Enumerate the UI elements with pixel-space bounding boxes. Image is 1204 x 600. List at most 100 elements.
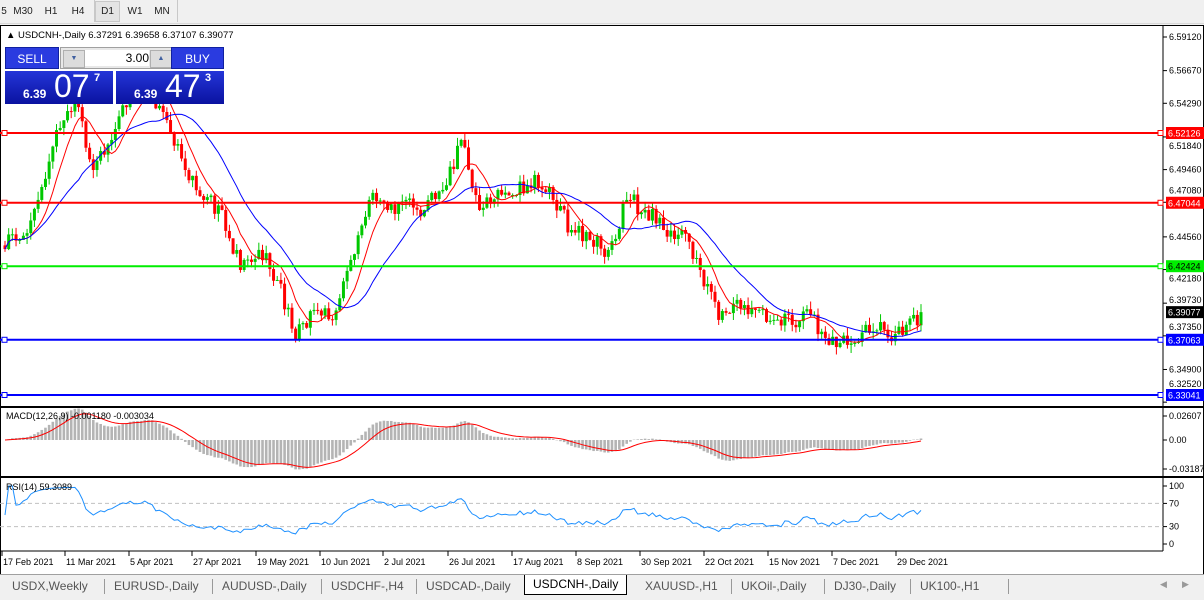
sell-price[interactable]: 6.39 07 7	[5, 71, 113, 104]
candle-body	[11, 234, 14, 235]
macd-bar	[809, 440, 812, 448]
macd-bar	[129, 422, 132, 440]
tab-scroll-left-icon[interactable]: ◀	[1160, 579, 1167, 590]
tab-eurusd[interactable]: EURUSD-,Daily	[106, 577, 207, 596]
candle-body	[335, 310, 338, 319]
candle	[629, 194, 632, 208]
volume-up-icon[interactable]: ▲	[150, 50, 172, 68]
candle	[434, 191, 437, 202]
candle-body	[647, 210, 650, 221]
candle	[820, 329, 823, 339]
candle	[261, 245, 264, 265]
macd-label: MACD(12,26,9) -0.001180 -0.003034	[6, 411, 154, 421]
candle	[327, 302, 330, 321]
candle-body	[224, 210, 227, 231]
macd-bar	[324, 440, 327, 461]
volume-input[interactable]: 3.00	[85, 50, 149, 66]
tab-usdx[interactable]: USDX,Weekly	[4, 577, 96, 596]
date-label: 10 Jun 2021	[321, 557, 371, 567]
candle	[908, 316, 911, 330]
macd-bar	[806, 440, 809, 449]
macd-bar	[132, 421, 135, 440]
tab-usdcnh[interactable]: USDCNH-,Daily	[524, 575, 627, 595]
macd-bar	[162, 425, 165, 440]
macd-bar	[191, 440, 194, 447]
macd-bar	[309, 440, 312, 467]
macd-bar	[541, 437, 544, 440]
macd-bar	[169, 430, 172, 440]
candle	[592, 236, 595, 254]
candle-body	[298, 324, 301, 340]
candle-body	[316, 310, 319, 311]
candle-body	[213, 196, 216, 214]
candle-body	[629, 200, 632, 201]
buy-price-small: 6.39	[134, 87, 157, 101]
collapse-triangle-icon[interactable]: ▲	[6, 30, 18, 41]
candle	[364, 211, 367, 228]
price-tick-label: 6.59120	[1169, 32, 1202, 42]
macd-bar	[151, 420, 154, 440]
tab-usdcad[interactable]: USDCAD-,Daily	[418, 577, 519, 596]
candle	[769, 315, 772, 325]
candle	[618, 226, 621, 240]
level-handle	[2, 200, 7, 205]
candle	[750, 301, 753, 317]
macd-bar	[202, 440, 205, 454]
candle	[655, 205, 658, 228]
candle-body	[809, 309, 812, 315]
volume-down-icon[interactable]: ▼	[63, 50, 85, 68]
tab-dj30[interactable]: DJ30-,Daily	[826, 577, 904, 596]
macd-bar	[776, 440, 779, 454]
macd-bar	[596, 440, 599, 451]
macd-bar	[559, 440, 562, 441]
macd-bar	[173, 433, 176, 440]
macd-bar	[865, 440, 868, 447]
candle	[794, 320, 797, 333]
macd-bar	[603, 440, 606, 452]
candle	[610, 235, 613, 255]
rsi-tick-label: 30	[1169, 522, 1179, 532]
candle-body	[217, 205, 220, 213]
tab-xauusd[interactable]: XAUUSD-,H1	[637, 577, 726, 596]
candle-body	[158, 106, 161, 108]
buy-price[interactable]: 6.39 47 3	[116, 71, 224, 104]
macd-bar	[817, 440, 820, 448]
candle	[349, 255, 352, 271]
candle	[33, 208, 36, 227]
candle-body	[371, 193, 374, 200]
candle	[603, 245, 606, 264]
tab-ukoil[interactable]: UKOil-,Daily	[733, 577, 814, 596]
volume-field[interactable]: ▼ 3.00 ▲	[60, 47, 173, 69]
candle-body	[912, 315, 915, 319]
candle	[625, 192, 628, 203]
tab-uk100[interactable]: UK100-,H1	[912, 577, 987, 596]
candle-body	[603, 249, 606, 257]
tab-scroll-right-icon[interactable]: ▶	[1182, 579, 1189, 590]
sell-button[interactable]: SELL	[5, 47, 59, 69]
macd-bar	[258, 440, 261, 465]
price-tick-label: 6.47080	[1169, 185, 1202, 195]
macd-bar	[272, 440, 275, 463]
candle-body	[471, 170, 474, 189]
ma-fast-line	[5, 92, 921, 342]
candle	[290, 303, 293, 333]
macd-bar	[600, 440, 603, 452]
candle	[570, 225, 573, 236]
candle-body	[445, 185, 448, 190]
level-handle	[1158, 264, 1163, 269]
candle-body	[839, 343, 842, 347]
price-tick-label: 6.56670	[1169, 66, 1202, 76]
macd-bar	[261, 440, 264, 464]
macd-bar	[530, 438, 533, 440]
buy-button[interactable]: BUY	[171, 47, 224, 69]
chart-tabs: USDX,Weekly EURUSD-,Daily AUDUSD-,Daily …	[0, 574, 1204, 600]
macd-bar	[423, 427, 426, 440]
macd-bar	[118, 425, 121, 440]
tab-audusd[interactable]: AUDUSD-,Daily	[214, 577, 315, 596]
tab-usdchf[interactable]: USDCHF-,H4	[323, 577, 412, 596]
macd-bar	[313, 440, 316, 465]
candle-body	[210, 196, 213, 198]
macd-bar	[453, 426, 456, 440]
price-tick-label: 6.44560	[1169, 232, 1202, 242]
candle-body	[920, 312, 923, 325]
